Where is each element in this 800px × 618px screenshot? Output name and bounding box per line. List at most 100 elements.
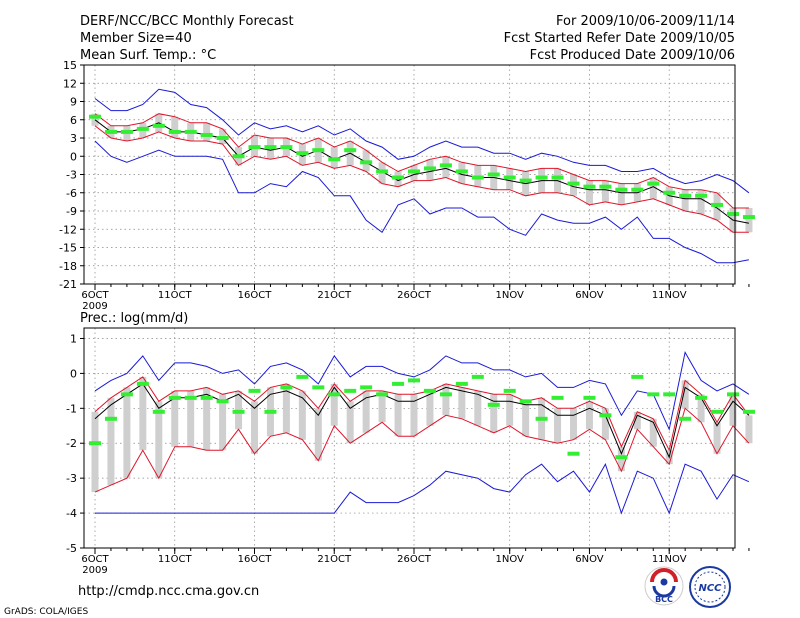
- source-url[interactable]: http://cmdp.ncc.cma.gov.cn: [78, 584, 259, 599]
- spread-box: [155, 401, 163, 479]
- median-marker: [152, 409, 165, 414]
- y-tick-label: -9: [66, 205, 77, 218]
- spread-box: [378, 390, 386, 423]
- y-tick-label: 12: [63, 77, 77, 90]
- median-group: [89, 374, 755, 460]
- median-marker: [647, 392, 660, 397]
- x-tick-label: 11NOV: [652, 554, 687, 565]
- ncc-logo-text: NCC: [698, 583, 722, 594]
- median-marker: [120, 129, 133, 134]
- x-tick-label: 1NOV: [496, 554, 525, 565]
- median-marker: [663, 190, 676, 195]
- y-tick-label: -12: [59, 223, 77, 236]
- median-marker: [232, 154, 245, 159]
- y-tick-label: 9: [70, 96, 77, 109]
- spread-box: [203, 387, 211, 451]
- median-marker: [711, 409, 724, 414]
- grid: [84, 328, 735, 548]
- median-marker: [663, 392, 676, 397]
- median-marker: [711, 202, 724, 207]
- spread-box: [745, 415, 753, 444]
- median-marker: [695, 395, 708, 400]
- x-tick-label: 16OCT: [238, 290, 273, 301]
- median-marker: [503, 388, 516, 393]
- median-marker: [360, 385, 373, 390]
- median-marker: [439, 163, 452, 168]
- temperature-panel: 15 12 9 6 3 0 -3 -6 -9 -12 -15 -18 -21 6OCT 11OCT 16OCT…: [59, 59, 755, 312]
- y-tick-label: -3: [66, 472, 77, 485]
- precip-label: Prec.: log(mm/d): [80, 311, 188, 326]
- spread-box: [585, 180, 593, 205]
- median-marker: [615, 187, 628, 192]
- median-marker: [392, 175, 405, 180]
- y-tick-label: -1: [66, 402, 77, 415]
- y-tick-label: 0: [70, 367, 77, 380]
- x-tick-label: 21OCT: [317, 290, 352, 301]
- spread-box: [474, 390, 482, 426]
- member-size: Member Size=40: [80, 31, 192, 46]
- spread-box: [123, 387, 131, 479]
- y-tick-label: -5: [66, 542, 77, 555]
- x-tick-label: 11NOV: [652, 290, 687, 301]
- spread-box: [346, 401, 354, 444]
- x-tick-label: 16OCT: [238, 554, 273, 565]
- median-marker: [328, 392, 341, 397]
- median-marker: [280, 385, 293, 390]
- series-upper-envelope: [94, 88, 750, 194]
- median-marker: [104, 416, 117, 421]
- median-marker: [344, 148, 357, 153]
- median-marker: [312, 148, 325, 153]
- spread-box: [171, 390, 179, 447]
- median-marker: [312, 385, 325, 390]
- spread-box: [729, 394, 737, 426]
- grads-credit: GrADS: COLA/IGES: [4, 607, 88, 617]
- median-marker: [216, 399, 229, 404]
- plot-frame: [83, 327, 736, 549]
- spread-box: [426, 390, 434, 426]
- x-year-label: 2009: [82, 565, 107, 576]
- spread-box: [314, 408, 322, 461]
- x-tick-label: 21OCT: [317, 554, 352, 565]
- median-marker: [216, 136, 229, 140]
- series-upper-spread: [94, 113, 749, 209]
- chart-title: DERF/NCC/BCC Monthly Forecast: [80, 14, 294, 29]
- y-tick-label: 0: [70, 150, 77, 163]
- spread-box: [203, 122, 211, 142]
- median-marker: [631, 187, 644, 192]
- median-marker: [296, 374, 309, 379]
- y-tick-label: -2: [66, 437, 77, 450]
- spread-box: [490, 394, 498, 433]
- spread-box: [171, 116, 179, 138]
- spread-box: [187, 390, 195, 447]
- y-tick-label: -6: [66, 187, 77, 200]
- y-tick-label: -4: [66, 507, 77, 520]
- median-marker: [455, 381, 468, 386]
- x-tick-label: 26OCT: [397, 290, 432, 301]
- median-marker: [232, 409, 245, 414]
- y-tick-label: 3: [70, 132, 77, 145]
- median-marker: [168, 395, 181, 400]
- spread-box: [330, 383, 338, 426]
- spread-box: [362, 390, 370, 433]
- series-ensemble-mean: [94, 383, 750, 459]
- median-marker: [120, 392, 133, 397]
- median-marker: [408, 169, 420, 174]
- series-upper-spread: [94, 376, 750, 452]
- spread-box: [298, 390, 306, 440]
- spread-box: [554, 408, 562, 444]
- forecast-started-date: Fcst Started Refer Date 2009/10/05: [504, 31, 735, 46]
- y-tick-label: -21: [59, 278, 77, 291]
- median-marker: [615, 455, 628, 460]
- y-tick-label: 6: [70, 114, 77, 127]
- spread-box: [91, 411, 99, 493]
- median-marker: [168, 129, 181, 134]
- median-marker: [519, 399, 532, 404]
- y-tick-label: -3: [66, 169, 77, 182]
- spread-box: [681, 380, 689, 409]
- median-marker: [583, 184, 596, 189]
- median-marker: [567, 181, 580, 186]
- median-marker: [455, 169, 468, 174]
- y-tick-label: -15: [59, 242, 77, 255]
- spread-box: [633, 411, 641, 430]
- series-lower-spread: [94, 407, 750, 493]
